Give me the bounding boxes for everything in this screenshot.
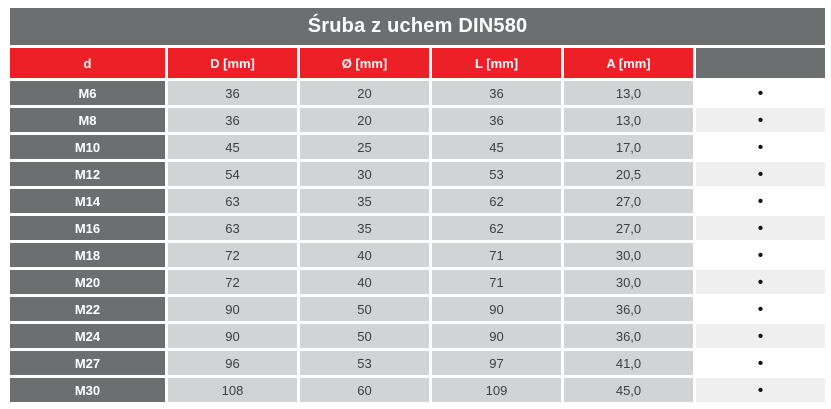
value-L-mm: 97 — [432, 351, 561, 375]
column-header-L-mm: L [mm] — [432, 48, 561, 78]
availability-dot: • — [696, 324, 826, 348]
column-header-A-mm: A [mm] — [564, 48, 693, 78]
value-diameter-mm: 35 — [300, 216, 429, 240]
row-label: M12 — [10, 162, 165, 186]
row-label: M20 — [10, 270, 165, 294]
value-A-mm: 27,0 — [564, 189, 693, 213]
availability-dot: • — [696, 81, 826, 105]
value-A-mm: 17,0 — [564, 135, 693, 159]
value-A-mm: 30,0 — [564, 243, 693, 267]
value-L-mm: 109 — [432, 378, 561, 402]
row-label: M30 — [10, 378, 165, 402]
value-D-mm: 72 — [168, 270, 297, 294]
value-diameter-mm: 30 — [300, 162, 429, 186]
value-D-mm: 108 — [168, 378, 297, 402]
value-A-mm: 30,0 — [564, 270, 693, 294]
value-D-mm: 54 — [168, 162, 297, 186]
row-label: M10 — [10, 135, 165, 159]
table-row: M27 96 53 97 41,0 • — [10, 351, 826, 375]
table-row: M18 72 40 71 30,0 • — [10, 243, 826, 267]
table-row: M12 54 30 53 20,5 • — [10, 162, 826, 186]
value-diameter-mm: 40 — [300, 243, 429, 267]
value-D-mm: 96 — [168, 351, 297, 375]
value-diameter-mm: 40 — [300, 270, 429, 294]
value-L-mm: 71 — [432, 243, 561, 267]
value-A-mm: 13,0 — [564, 108, 693, 132]
value-diameter-mm: 50 — [300, 324, 429, 348]
value-L-mm: 90 — [432, 297, 561, 321]
value-L-mm: 45 — [432, 135, 561, 159]
value-D-mm: 90 — [168, 324, 297, 348]
value-diameter-mm: 50 — [300, 297, 429, 321]
table-title: Śruba z uchem DIN580 — [10, 8, 826, 45]
value-L-mm: 71 — [432, 270, 561, 294]
row-label: M6 — [10, 81, 165, 105]
value-diameter-mm: 25 — [300, 135, 429, 159]
column-header-row: d D [mm] Ø [mm] L [mm] A [mm] — [10, 48, 826, 78]
availability-dot: • — [696, 378, 826, 402]
row-label: M27 — [10, 351, 165, 375]
value-L-mm: 53 — [432, 162, 561, 186]
row-label: M14 — [10, 189, 165, 213]
column-header-diameter: Ø [mm] — [300, 48, 429, 78]
table-row: M20 72 40 71 30,0 • — [10, 270, 826, 294]
table-row: M30 108 60 109 45,0 • — [10, 378, 826, 402]
row-label: M8 — [10, 108, 165, 132]
availability-dot: • — [696, 351, 826, 375]
value-D-mm: 63 — [168, 216, 297, 240]
value-diameter-mm: 53 — [300, 351, 429, 375]
value-L-mm: 62 — [432, 216, 561, 240]
title-row: Śruba z uchem DIN580 — [10, 8, 826, 45]
value-A-mm: 20,5 — [564, 162, 693, 186]
value-A-mm: 36,0 — [564, 324, 693, 348]
value-A-mm: 13,0 — [564, 81, 693, 105]
value-diameter-mm: 20 — [300, 81, 429, 105]
availability-dot: • — [696, 108, 826, 132]
availability-dot: • — [696, 297, 826, 321]
table-row: M6 36 20 36 13,0 • — [10, 81, 826, 105]
value-diameter-mm: 20 — [300, 108, 429, 132]
row-label: M24 — [10, 324, 165, 348]
value-D-mm: 36 — [168, 81, 297, 105]
value-D-mm: 72 — [168, 243, 297, 267]
table-row: M14 63 35 62 27,0 • — [10, 189, 826, 213]
column-header-d: d — [10, 48, 165, 78]
row-label: M18 — [10, 243, 165, 267]
table-row: M16 63 35 62 27,0 • — [10, 216, 826, 240]
value-D-mm: 45 — [168, 135, 297, 159]
value-diameter-mm: 35 — [300, 189, 429, 213]
availability-dot: • — [696, 270, 826, 294]
value-diameter-mm: 60 — [300, 378, 429, 402]
table-row: M22 90 50 90 36,0 • — [10, 297, 826, 321]
table-body: M6 36 20 36 13,0 • M8 36 20 36 13,0 • M10 45 25 45 17,0 •… — [10, 81, 826, 402]
column-header-D-mm: D [mm] — [168, 48, 297, 78]
value-A-mm: 36,0 — [564, 297, 693, 321]
value-D-mm: 63 — [168, 189, 297, 213]
row-label: M22 — [10, 297, 165, 321]
table-row: M24 90 50 90 36,0 • — [10, 324, 826, 348]
value-A-mm: 45,0 — [564, 378, 693, 402]
availability-dot: • — [696, 243, 826, 267]
availability-dot: • — [696, 189, 826, 213]
availability-dot: • — [696, 162, 826, 186]
table-row: M8 36 20 36 13,0 • — [10, 108, 826, 132]
value-D-mm: 36 — [168, 108, 297, 132]
availability-dot: • — [696, 135, 826, 159]
row-label: M16 — [10, 216, 165, 240]
value-L-mm: 36 — [432, 108, 561, 132]
value-A-mm: 41,0 — [564, 351, 693, 375]
column-header-empty — [696, 48, 826, 78]
value-L-mm: 90 — [432, 324, 561, 348]
table-row: M10 45 25 45 17,0 • — [10, 135, 826, 159]
availability-dot: • — [696, 216, 826, 240]
value-L-mm: 62 — [432, 189, 561, 213]
value-D-mm: 90 — [168, 297, 297, 321]
din580-spec-table: Śruba z uchem DIN580 d D [mm] Ø [mm] L [… — [7, 5, 828, 405]
value-L-mm: 36 — [432, 81, 561, 105]
value-A-mm: 27,0 — [564, 216, 693, 240]
